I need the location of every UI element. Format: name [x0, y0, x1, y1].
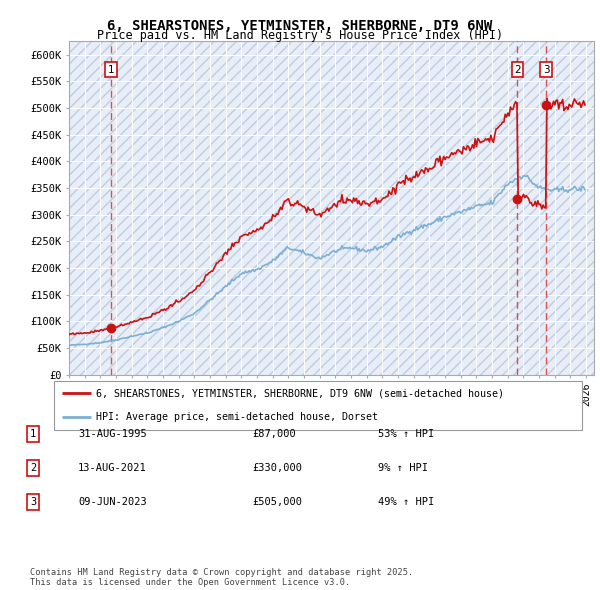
Text: Contains HM Land Registry data © Crown copyright and database right 2025.
This d: Contains HM Land Registry data © Crown c…	[30, 568, 413, 587]
Text: 1: 1	[30, 429, 36, 438]
Text: 09-JUN-2023: 09-JUN-2023	[78, 497, 147, 507]
Text: 1: 1	[107, 65, 114, 74]
Text: 6, SHEARSTONES, YETMINSTER, SHERBORNE, DT9 6NW (semi-detached house): 6, SHEARSTONES, YETMINSTER, SHERBORNE, D…	[96, 388, 504, 398]
Text: £505,000: £505,000	[252, 497, 302, 507]
Text: 49% ↑ HPI: 49% ↑ HPI	[378, 497, 434, 507]
Text: £87,000: £87,000	[252, 429, 296, 438]
Text: 9% ↑ HPI: 9% ↑ HPI	[378, 463, 428, 473]
Text: 2: 2	[514, 65, 521, 74]
Text: 13-AUG-2021: 13-AUG-2021	[78, 463, 147, 473]
Text: 53% ↑ HPI: 53% ↑ HPI	[378, 429, 434, 438]
Text: HPI: Average price, semi-detached house, Dorset: HPI: Average price, semi-detached house,…	[96, 412, 378, 422]
FancyBboxPatch shape	[54, 381, 582, 430]
Text: Price paid vs. HM Land Registry's House Price Index (HPI): Price paid vs. HM Land Registry's House …	[97, 30, 503, 42]
Text: 6, SHEARSTONES, YETMINSTER, SHERBORNE, DT9 6NW: 6, SHEARSTONES, YETMINSTER, SHERBORNE, D…	[107, 19, 493, 33]
Text: 3: 3	[543, 65, 550, 74]
Text: 2: 2	[30, 463, 36, 473]
Text: 31-AUG-1995: 31-AUG-1995	[78, 429, 147, 438]
Text: £330,000: £330,000	[252, 463, 302, 473]
Text: 3: 3	[30, 497, 36, 507]
